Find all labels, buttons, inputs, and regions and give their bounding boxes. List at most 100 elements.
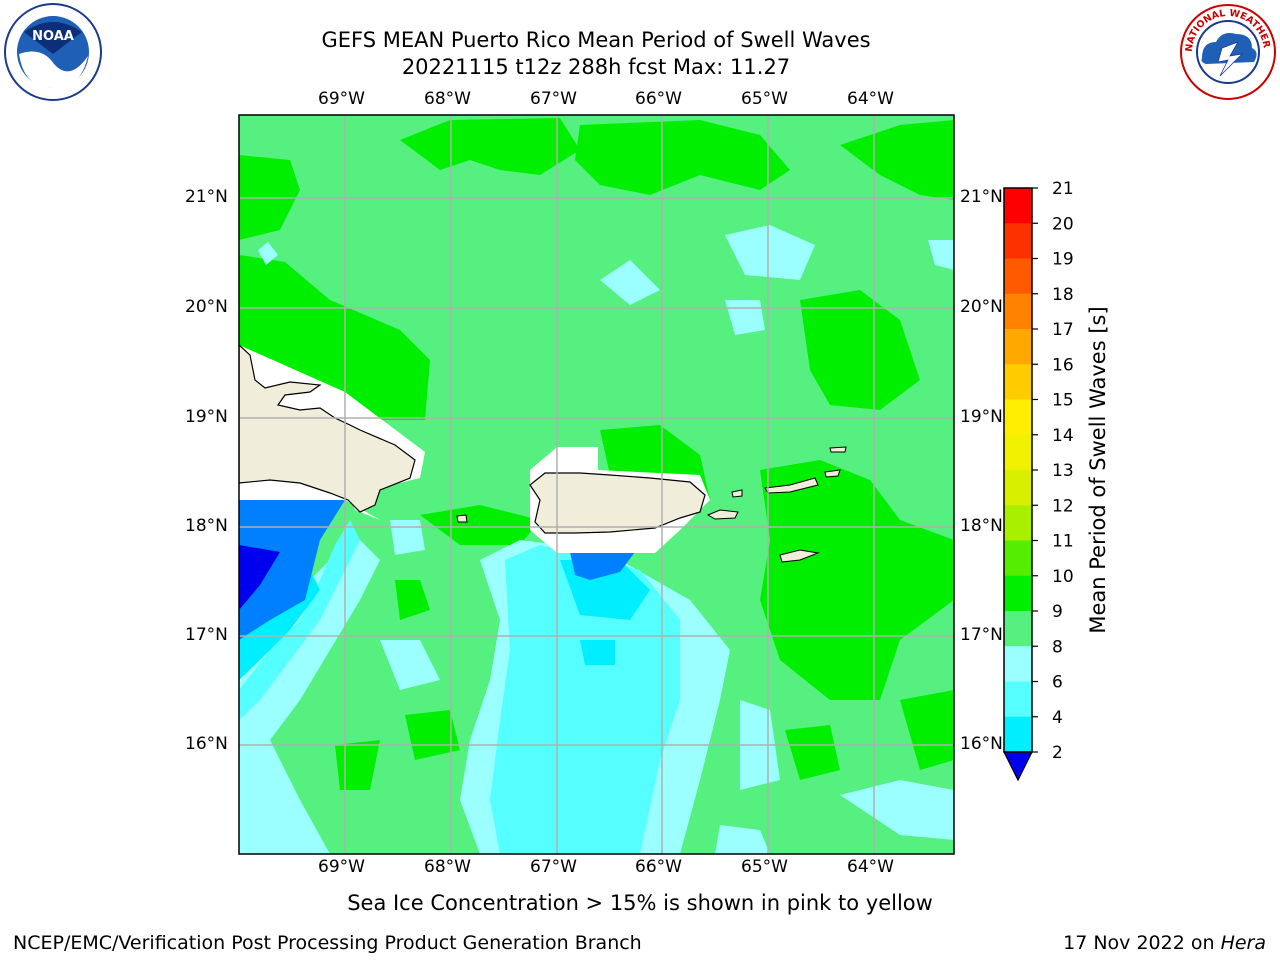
lat-label-left-19: 19°N	[185, 407, 228, 427]
land-st-croix	[779, 549, 820, 563]
land-culebra	[731, 489, 743, 498]
lat-label-right-21: 21°N	[960, 187, 1003, 207]
colorbar-band	[1004, 188, 1032, 224]
nws-logo: NATIONAL WEATHER SERVICE	[1174, 0, 1278, 102]
graticule	[239, 115, 954, 854]
lat-label-right-18: 18°N	[960, 516, 1003, 536]
colorbar-band	[1004, 293, 1032, 330]
colorbar-band	[1004, 223, 1032, 259]
lon-label-top-64: 64°W	[847, 89, 894, 109]
colorbar-band	[1004, 716, 1032, 753]
field-green-spot5	[900, 690, 954, 770]
field-green-spot2	[405, 710, 460, 760]
field-green-spot1	[395, 580, 430, 620]
colorbar-band	[1004, 364, 1032, 400]
lon-label-top-66: 66°W	[635, 89, 682, 109]
colorbar-tick-label: 2	[1052, 743, 1063, 763]
lat-label-left-20: 20°N	[185, 297, 228, 317]
field-blue-sw	[239, 500, 345, 640]
field-pale-9	[715, 825, 770, 854]
lon-label-top-69: 69°W	[318, 89, 365, 109]
lat-label-right-20: 20°N	[960, 297, 1003, 317]
lat-label-right-19: 19°N	[960, 407, 1003, 427]
colorbar-tick-label: 11	[1052, 532, 1074, 552]
chart-title: GEFS MEAN Puerto Rico Mean Period of Swe…	[321, 28, 871, 52]
colorbar-band	[1004, 399, 1032, 436]
field-pale-6	[390, 520, 425, 555]
land-mona	[456, 514, 468, 523]
field-cyan-south	[490, 545, 680, 854]
lon-label-top-68: 68°W	[424, 89, 471, 109]
field-blue-pr	[570, 552, 635, 580]
lon-label-bottom-68: 68°W	[424, 857, 471, 877]
lon-label-bottom-66: 66°W	[635, 857, 682, 877]
colorbar-tick-label: 15	[1052, 391, 1074, 411]
lat-label-left-18: 18°N	[185, 516, 228, 536]
sea-ice-caption: Sea Ice Concentration > 15% is shown in …	[0, 891, 1280, 915]
field-pale-2	[600, 260, 660, 305]
noaa-logo: NOAA	[2, 2, 104, 102]
lat-label-left-17: 17°N	[185, 625, 228, 645]
land-vieques	[706, 509, 739, 520]
footer-left: NCEP/EMC/Verification Post Processing Pr…	[13, 932, 642, 954]
colorbar-band	[1004, 646, 1032, 682]
lon-label-bottom-64: 64°W	[847, 857, 894, 877]
field-pale-5	[380, 640, 440, 690]
colorbar-tick-label: 19	[1052, 250, 1074, 270]
field-green-north2	[575, 120, 790, 195]
land-hispaniola	[239, 344, 416, 513]
colorbar-tick-label: 16	[1052, 355, 1074, 375]
colorbar-tick-label: 18	[1052, 285, 1074, 305]
field-green-mona	[420, 505, 540, 545]
noaa-logo-text: NOAA	[32, 29, 74, 44]
lon-label-bottom-69: 69°W	[318, 857, 365, 877]
field-green-north1	[400, 118, 580, 175]
colorbar-band	[1004, 258, 1032, 295]
colorbar-band	[1004, 611, 1032, 647]
field-cyan-sw	[239, 520, 360, 720]
colorbar-band	[1004, 575, 1032, 612]
field-pale-10	[258, 242, 278, 265]
colorbar-tick-label: 8	[1052, 637, 1063, 657]
caption-text: Sea Ice Concentration > 15% is shown in …	[347, 891, 933, 915]
lat-label-left-21: 21°N	[185, 187, 228, 207]
field-pale-4	[928, 240, 954, 270]
colorbar-band	[1004, 329, 1032, 365]
colorbar-label: Mean Period of Swell Waves [s]	[1086, 306, 1110, 634]
colorbar-tick-label: 14	[1052, 426, 1074, 446]
field-green-west	[239, 255, 430, 420]
colorbar-band	[1004, 540, 1032, 577]
footer-date: 17 Nov 2022 on	[1063, 932, 1221, 954]
lat-label-right-17: 17°N	[960, 625, 1003, 645]
colorbar-band	[1004, 434, 1032, 471]
colorbar-tick-label: 13	[1052, 461, 1074, 481]
colorbar-tick-label: 21	[1052, 179, 1074, 199]
land-anegada	[824, 469, 841, 478]
field-cyan-strong2	[580, 640, 615, 665]
colorbar-tick-label: 17	[1052, 320, 1074, 340]
map-frame	[238, 114, 955, 855]
lon-label-bottom-67: 67°W	[530, 857, 577, 877]
footer-host: Hera	[1220, 932, 1266, 954]
colorbar-tick-label: 10	[1052, 567, 1074, 587]
swell-period-field	[239, 115, 954, 854]
footer-right: 17 Nov 2022 on Hera	[1063, 932, 1266, 954]
field-green-spot3	[335, 740, 380, 790]
lon-label-top-65: 65°W	[741, 89, 788, 109]
colorbar-band	[1004, 470, 1032, 506]
colorbar-tick-label: 6	[1052, 673, 1063, 693]
colorbar-tick-label: 4	[1052, 708, 1063, 728]
lat-label-left-16: 16°N	[185, 734, 228, 754]
field-darkblue-sw	[239, 545, 280, 610]
lon-label-bottom-65: 65°W	[741, 857, 788, 877]
field-green-ne	[840, 120, 954, 200]
field-pale-8	[840, 780, 954, 840]
colorbar-tick-label: 12	[1052, 496, 1074, 516]
chart-subtitle: 20221115 t12z 288h fcst Max: 11.27	[401, 55, 791, 79]
colorbar-tick-label: 20	[1052, 214, 1074, 234]
colorbar-extend-arrow	[1003, 751, 1033, 782]
colorbar-tick-label: 9	[1052, 602, 1063, 622]
colorbar: 21 20 19 18 17 16 15 14 13 12 11 10 9 8 6 4 2	[1003, 179, 1074, 782]
lat-label-right-16: 16°N	[960, 734, 1003, 754]
